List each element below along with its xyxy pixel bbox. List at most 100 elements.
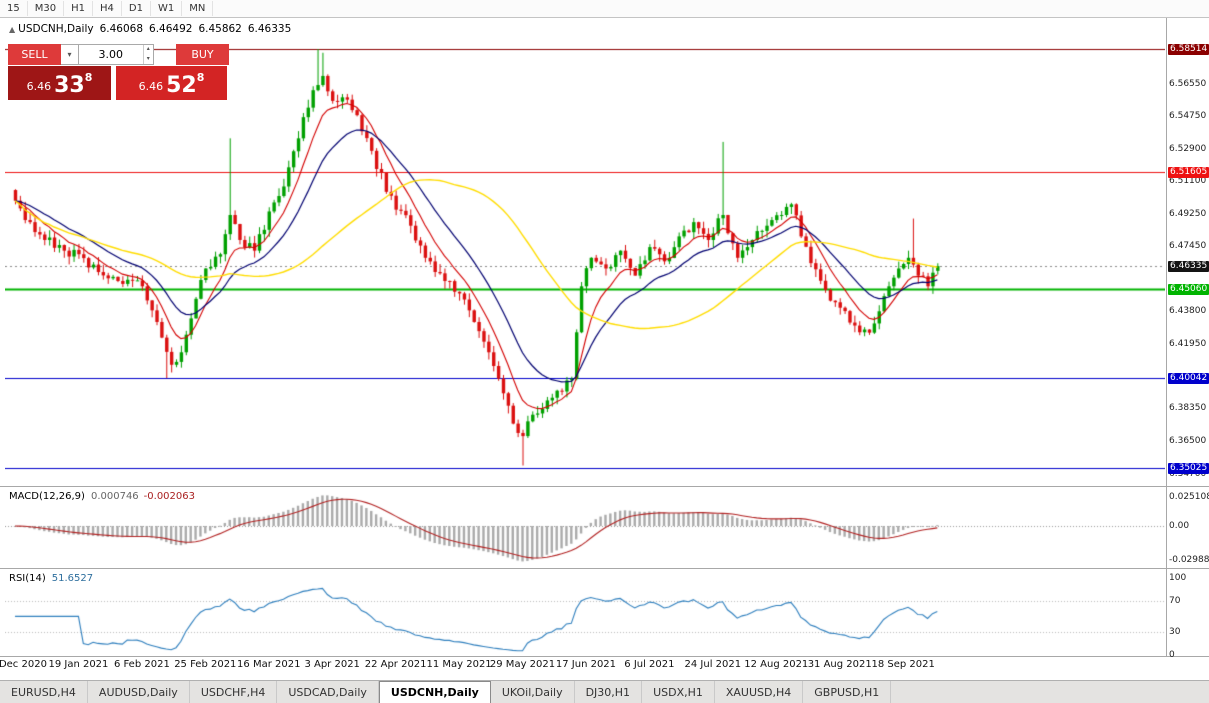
macd-panel-canvas[interactable] <box>5 488 1165 568</box>
one-click-trading-panel: SELL ▾ ▴▾ BUY 6.46 33 8 6.46 52 8 <box>8 44 229 100</box>
tab-ukoil-daily[interactable]: UKOil,Daily <box>491 681 575 703</box>
date-label: 17 Jun 2021 <box>555 659 617 670</box>
price-tick: 6.43800 <box>1169 306 1207 317</box>
symbol-name: USDCNH,Daily <box>18 23 94 35</box>
collapse-icon[interactable]: ▲ <box>9 25 16 34</box>
high-value: 6.46492 <box>149 23 193 35</box>
sell-price-digits: 33 <box>54 73 85 98</box>
spinner-up-icon: ▴ <box>146 45 150 52</box>
date-label: 16 Mar 2021 <box>237 659 301 670</box>
timeframe-button-h4[interactable]: H4 <box>93 1 122 16</box>
volume-input[interactable] <box>79 45 143 64</box>
buy-price-prefix: 6.46 <box>138 80 164 93</box>
rsi-tick: 30 <box>1169 626 1181 637</box>
trade-row-spacer <box>154 44 176 65</box>
price-tick: 6.56550 <box>1169 78 1207 89</box>
timeframe-button-h1[interactable]: H1 <box>64 1 93 16</box>
sell-price-display[interactable]: 6.46 33 8 <box>8 66 111 100</box>
macd-header: MACD(12,26,9) 0.000746 -0.002063 <box>9 491 195 502</box>
rsi-axis: 100 70 30 0 <box>1168 570 1209 660</box>
price-tick: 6.49250 <box>1169 209 1207 220</box>
macd-tick: -0.029885 <box>1169 555 1209 566</box>
price-tick: 6.41950 <box>1169 339 1207 350</box>
axis-separator <box>1166 18 1167 656</box>
date-label: 3 Apr 2021 <box>304 659 360 670</box>
date-label: 24 Jul 2021 <box>684 659 742 670</box>
date-label: 19 Jan 2021 <box>48 659 109 670</box>
tab-audusd-daily[interactable]: AUDUSD,Daily <box>88 681 190 703</box>
panel-splitter <box>0 656 1209 657</box>
timeframe-button-mn[interactable]: MN <box>182 1 214 16</box>
rsi-tick: 70 <box>1169 596 1181 606</box>
trade-price-row: 6.46 33 8 6.46 52 8 <box>8 66 229 100</box>
date-label: 6 Feb 2021 <box>113 659 170 670</box>
level-price-label: 6.51605 <box>1168 167 1209 179</box>
date-label: 6 Jul 2021 <box>624 659 675 670</box>
macd-axis: 0.025108 0.00 -0.029885 <box>1168 488 1209 568</box>
buy-price-pip: 8 <box>196 71 205 84</box>
sell-button[interactable]: SELL <box>8 44 61 65</box>
macd-tick: 0.00 <box>1169 521 1190 531</box>
rsi-panel-canvas[interactable] <box>5 570 1165 656</box>
date-label: 12 Aug 2021 <box>744 659 809 670</box>
buy-price-display[interactable]: 6.46 52 8 <box>116 66 227 100</box>
macd-value: 0.000746 <box>90 491 139 502</box>
price-tick: 6.47450 <box>1169 241 1207 252</box>
timeframe-button-w1[interactable]: W1 <box>151 1 183 16</box>
rsi-tick: 100 <box>1169 573 1187 583</box>
tab-usdchf-h4[interactable]: USDCHF,H4 <box>190 681 278 703</box>
timeframe-bar: 15 M30 H1 H4 D1 W1 MN <box>0 0 1209 18</box>
volume-dropdown-button[interactable]: ▾ <box>61 44 79 65</box>
tab-usdcnh-daily[interactable]: USDCNH,Daily <box>378 681 491 703</box>
date-label: 25 Feb 2021 <box>174 659 237 670</box>
bid-price-label: 6.46335 <box>1168 261 1209 273</box>
macd-title-label: MACD(12,26,9) <box>9 491 85 502</box>
macd-tick: 0.025108 <box>1169 492 1209 503</box>
trade-controls-row: SELL ▾ ▴▾ BUY <box>8 44 229 65</box>
rsi-value: 51.6527 <box>51 573 94 584</box>
date-label: 22 Apr 2021 <box>364 659 427 670</box>
timeframe-button-d1[interactable]: D1 <box>122 1 151 16</box>
symbol-tabs: EURUSD,H4 AUDUSD,Daily USDCHF,H4 USDCAD,Dai… <box>0 680 1209 703</box>
price-tick: 6.51100 <box>1169 176 1207 187</box>
close-value: 6.46335 <box>247 23 292 35</box>
level-price-label: 6.40042 <box>1168 373 1209 385</box>
rsi-header: RSI(14) 51.6527 <box>9 573 93 584</box>
panel-splitter[interactable] <box>0 568 1209 569</box>
tab-dj30-h1[interactable]: DJ30,H1 <box>575 681 643 703</box>
volume-field: ▴▾ <box>79 44 154 65</box>
buy-price-digits: 52 <box>166 73 197 98</box>
level-price-label: 6.45060 <box>1168 283 1209 295</box>
timeframe-button-m30[interactable]: M30 <box>28 1 65 16</box>
date-label: 31 Aug 2021 <box>807 659 872 670</box>
spinner-down-icon: ▾ <box>146 54 150 62</box>
rsi-tick: 0 <box>1169 649 1175 660</box>
date-label: 31 Dec 2020 <box>0 659 47 670</box>
open-value: 6.46068 <box>99 23 144 35</box>
price-tick: 6.54750 <box>1169 111 1207 122</box>
price-axis[interactable]: 6.56550 6.54750 6.52900 6.51100 6.49250 6.474… <box>1168 18 1209 486</box>
tab-gbpusd-h1[interactable]: GBPUSD,H1 <box>803 681 892 703</box>
chevron-down-icon: ▾ <box>67 50 72 59</box>
price-tick: 6.36500 <box>1169 436 1207 447</box>
tab-eurusd-h4[interactable]: EURUSD,H4 <box>0 681 88 703</box>
rsi-title-label: RSI(14) <box>9 573 46 584</box>
level-price-label: 6.35025 <box>1168 462 1209 474</box>
volume-spinner[interactable]: ▴ ▾ <box>142 45 153 64</box>
date-label: 29 May 2021 <box>489 659 556 670</box>
price-tick: 6.52900 <box>1169 144 1207 155</box>
tab-usdcad-daily[interactable]: USDCAD,Daily <box>277 681 379 703</box>
date-label: 11 May 2021 <box>426 659 492 670</box>
tab-usdx-h1[interactable]: USDX,H1 <box>642 681 715 703</box>
tab-xauusd-h4[interactable]: XAUUSD,H4 <box>715 681 804 703</box>
panel-splitter[interactable] <box>0 486 1209 487</box>
sell-price-pip: 8 <box>84 71 93 84</box>
level-price-label: 6.58514 <box>1168 43 1209 55</box>
buy-button[interactable]: BUY <box>176 44 229 65</box>
timeframe-button-15[interactable]: 15 <box>0 1 28 16</box>
low-value: 6.45862 <box>198 23 242 35</box>
chart-header: ▲ USDCNH,Daily 6.46068 6.46492 6.45862 6.4633… <box>9 23 291 35</box>
macd-signal-value: -0.002063 <box>143 491 195 502</box>
sell-price-prefix: 6.46 <box>26 80 52 93</box>
